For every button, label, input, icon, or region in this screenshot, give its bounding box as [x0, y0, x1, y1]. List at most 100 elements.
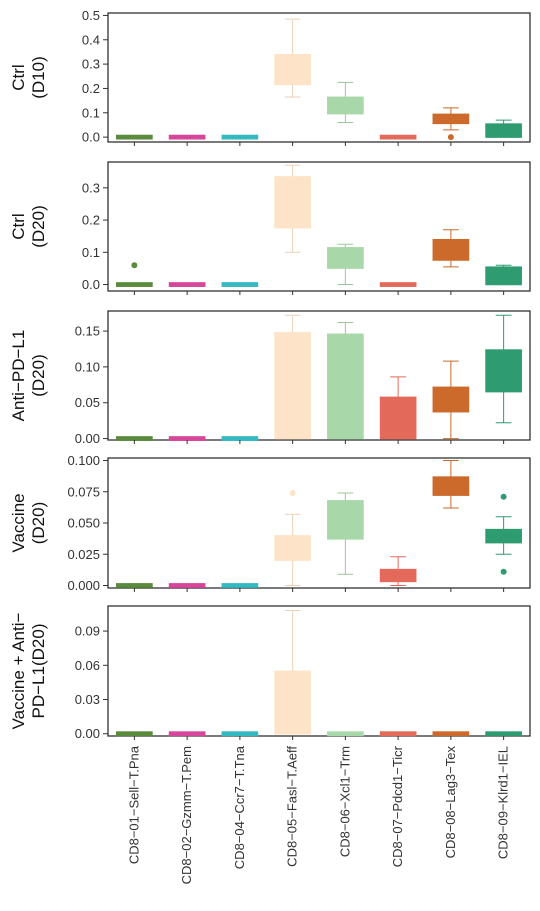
box-body: [485, 349, 522, 393]
panel-frame: [107, 310, 531, 441]
box-4: [274, 18, 311, 98]
y-tick-label: 0.000: [67, 578, 100, 593]
category-label: CD8−08−Lag3−Tex: [443, 746, 458, 859]
box-1: [116, 731, 153, 737]
box-body: [432, 476, 470, 496]
box-4: [274, 610, 311, 735]
box-6: [379, 556, 417, 586]
box-body: [274, 670, 311, 735]
box-6: [379, 134, 417, 140]
y-tick-label: 0.09: [75, 624, 100, 639]
y-tick-label: 0.2: [82, 81, 100, 96]
box-2: [168, 282, 206, 287]
box-body: [485, 528, 522, 544]
box-body: [432, 386, 470, 413]
y-tick-label: 0.15: [75, 324, 100, 339]
box-body: [327, 247, 364, 269]
panel-frame: [107, 12, 531, 143]
category-label: CD8−07−Pdcd1−Ticr: [390, 745, 405, 867]
panel-label-line-2: (D20): [29, 354, 48, 397]
y-tick-label: 0.0: [82, 130, 100, 145]
box-8: [485, 731, 522, 737]
box-3: [221, 731, 259, 737]
panel-label-line-2: (D10): [29, 56, 48, 99]
y-tick-label: 0.4: [82, 32, 100, 47]
category-label: CD8−09−Klrd1−IEL: [496, 746, 511, 859]
box-body: [379, 396, 417, 439]
outlier-point: [500, 493, 507, 500]
box-body: [274, 176, 311, 229]
box-8: [485, 314, 522, 424]
y-tick-label: 0.1: [82, 105, 100, 120]
box-7: [432, 360, 470, 440]
panel-label-line-2: (D20): [29, 502, 48, 545]
box-body: [274, 332, 311, 439]
panel-label-line-1: Ctrl: [9, 213, 28, 239]
box-body: [485, 123, 522, 138]
box-6: [379, 376, 417, 440]
y-tick-label: 0.00: [75, 726, 100, 741]
panel-1: 0.0 0.1 0.2 0.3 0.4 0.5 Ctrl (D10): [9, 8, 531, 146]
box-1: [116, 436, 153, 441]
box-4: [274, 164, 311, 253]
y-tick-label: 0.05: [75, 395, 100, 410]
box-3: [221, 583, 259, 588]
box-5: [327, 321, 364, 440]
panel-3: 0.00 0.05 0.10 0.15 Anti−PD−L1 (D20): [9, 310, 531, 446]
box-5: [327, 81, 364, 124]
box-5: [327, 731, 364, 737]
box-6: [379, 282, 417, 287]
y-tick-label: 0.075: [67, 484, 100, 499]
box-body: [485, 266, 522, 285]
outlier-point: [447, 134, 454, 141]
panel-frame: [107, 161, 531, 292]
y-tick-label: 0.3: [82, 57, 100, 72]
panel-5: 0.00 0.03 0.06 0.09 Vaccine + Anti− PD−L1(D20…: [9, 605, 531, 741]
box-1: [116, 262, 153, 287]
box-6: [379, 731, 417, 737]
outlier-point: [131, 262, 138, 269]
box-5: [327, 243, 364, 286]
box-8: [485, 264, 522, 286]
y-tick-label: 0.5: [82, 8, 100, 23]
panel-label-line-2: PD−L1(D20): [29, 624, 48, 719]
y-tick-label: 0.03: [75, 692, 100, 707]
box-3: [221, 134, 259, 140]
y-tick-label: 0.3: [82, 180, 100, 195]
box-2: [168, 436, 206, 441]
box-2: [168, 731, 206, 737]
outlier-point: [500, 568, 507, 575]
y-tick-label: 0.050: [67, 516, 100, 531]
box-8: [485, 119, 522, 138]
box-body: [327, 96, 364, 115]
box-1: [116, 134, 153, 140]
box-body: [432, 113, 470, 125]
y-tick-label: 0.2: [82, 213, 100, 228]
box-body: [379, 568, 417, 583]
panel-label-line-2: (D20): [29, 205, 48, 248]
category-label: CD8−04−Ccr7−T.Tna: [232, 745, 247, 869]
y-tick-label: 0.100: [67, 453, 100, 468]
box-7: [432, 731, 470, 737]
panel-2: 0.0 0.1 0.2 0.3 Ctrl (D20): [9, 161, 531, 295]
box-2: [168, 134, 206, 140]
panel-4: 0.000 0.025 0.050 0.075 0.100 Vaccine (D20): [9, 453, 531, 593]
box-body: [274, 535, 311, 561]
outlier-point: [289, 490, 296, 496]
panel-label-line-1: Vaccine + Anti−: [9, 612, 28, 729]
box-7: [432, 460, 470, 509]
box-body: [274, 53, 311, 86]
box-body: [432, 238, 470, 261]
y-tick-label: 0.00: [75, 431, 100, 446]
y-tick-label: 0.025: [67, 547, 100, 562]
y-tick-label: 0.06: [75, 658, 100, 673]
box-7: [432, 107, 470, 141]
box-4: [274, 490, 311, 586]
category-label: CD8−05−Fasl−T.Aeff: [285, 746, 300, 867]
box-3: [221, 282, 259, 287]
box-8: [485, 493, 522, 575]
panel-frame: [107, 605, 531, 737]
box-body: [327, 500, 364, 540]
y-tick-label: 0.10: [75, 359, 100, 374]
